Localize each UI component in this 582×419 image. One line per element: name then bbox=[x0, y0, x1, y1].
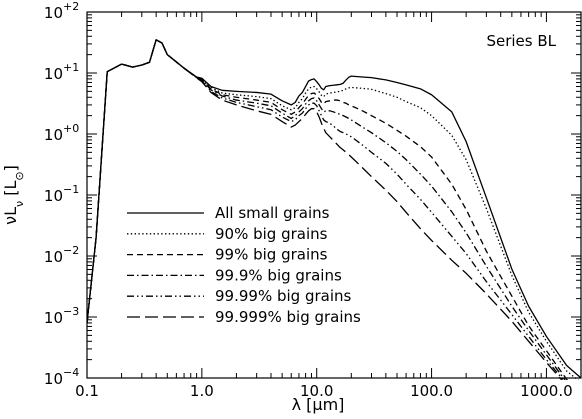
series-line-6 bbox=[87, 39, 563, 380]
y-tick-label: 10 bbox=[44, 187, 63, 205]
y-tick-label: 10 bbox=[44, 370, 63, 388]
x-tick-label: 1000.0 bbox=[520, 382, 573, 400]
legend-label-2: 90% big grains bbox=[215, 225, 328, 243]
legend-label-5: 99.99% big grains bbox=[215, 287, 351, 305]
y-tick-label: 10 bbox=[44, 309, 63, 327]
y-tick-exponent: −2 bbox=[63, 244, 79, 257]
legend: All small grains 90% big grains 99% big gr… bbox=[127, 204, 361, 326]
legend-label-3: 99% big grains bbox=[215, 246, 328, 264]
y-tick-label: 10 bbox=[44, 248, 63, 266]
series-line-1 bbox=[87, 39, 582, 379]
y-tick-exponent: +2 bbox=[63, 0, 79, 13]
legend-label-4: 99.9% big grains bbox=[215, 266, 342, 284]
y-tick-exponent: −4 bbox=[63, 366, 79, 379]
x-tick-label: 1.0 bbox=[190, 382, 214, 400]
x-tick-label: 10.0 bbox=[300, 382, 333, 400]
y-tick-exponent: −1 bbox=[63, 183, 79, 196]
labels-layer: 0.1 1.0 10.0 100.0 1000.010−410−310−210−110 +… bbox=[44, 0, 573, 400]
y-tick-exponent: +0 bbox=[63, 122, 79, 135]
series-line-5 bbox=[87, 39, 565, 380]
y-axis-label: νLν [L⊙] bbox=[1, 165, 26, 225]
ticks-layer bbox=[86, 11, 582, 379]
x-tick-label: 100.0 bbox=[410, 382, 453, 400]
y-tick-label: 10 bbox=[44, 4, 63, 22]
y-tick-label: 10 bbox=[44, 65, 63, 83]
x-tick-label: 0.1 bbox=[75, 382, 99, 400]
y-tick-exponent: +1 bbox=[63, 61, 79, 74]
y-tick-exponent: −3 bbox=[63, 305, 79, 318]
legend-label-6: 99.999% big grains bbox=[215, 308, 361, 326]
x-axis-label: λ [μm] bbox=[292, 395, 345, 414]
series-line-2 bbox=[87, 39, 580, 380]
series-layer bbox=[87, 39, 582, 380]
series-line-4 bbox=[87, 39, 566, 380]
y-tick-label: 10 bbox=[44, 126, 63, 144]
series-annotation: Series BL bbox=[486, 32, 556, 50]
legend-label-1: All small grains bbox=[215, 204, 330, 222]
